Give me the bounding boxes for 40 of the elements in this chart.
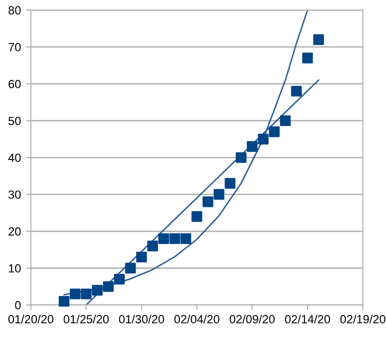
- point: [169, 233, 180, 244]
- point: [236, 152, 246, 163]
- y-tick-label: 30: [8, 190, 21, 199]
- y-tick-label: 10: [8, 264, 21, 273]
- x-tick-label: 01/30/20: [119, 314, 164, 324]
- point: [246, 141, 258, 152]
- point: [102, 281, 114, 292]
- point: [313, 34, 324, 45]
- y-tick-label: 0: [15, 301, 21, 310]
- point: [70, 288, 80, 300]
- point: [125, 262, 136, 274]
- point: [268, 126, 280, 138]
- point: [224, 178, 236, 189]
- point: [114, 274, 125, 285]
- point: [258, 134, 269, 144]
- y-tick-label: 40: [8, 154, 21, 162]
- point: [158, 233, 170, 244]
- point: [214, 189, 224, 200]
- x-tick-label: 01/25/20: [64, 314, 109, 324]
- y-tick-label: 70: [8, 43, 21, 52]
- point: [302, 52, 313, 64]
- y-tick-label: 50: [8, 116, 21, 126]
- point: [180, 233, 192, 244]
- y-tick-label: 60: [8, 80, 21, 88]
- x-tick-label: 02/14/20: [285, 314, 330, 324]
- point: [192, 211, 202, 222]
- point: [280, 115, 291, 126]
- x-tick-label: 02/19/20: [340, 314, 386, 324]
- point: [202, 196, 214, 208]
- point: [147, 240, 158, 252]
- y-tick-label: 80: [8, 6, 21, 15]
- x-tick-label: 01/20/20: [8, 314, 54, 324]
- point: [58, 296, 70, 307]
- point: [136, 252, 147, 262]
- x-tick-label: 02/09/20: [230, 314, 275, 324]
- x-tick-label: 02/04/20: [174, 314, 220, 324]
- point: [80, 288, 92, 300]
- point: [291, 86, 302, 97]
- point: [92, 284, 103, 296]
- y-tick-label: 20: [8, 227, 21, 236]
